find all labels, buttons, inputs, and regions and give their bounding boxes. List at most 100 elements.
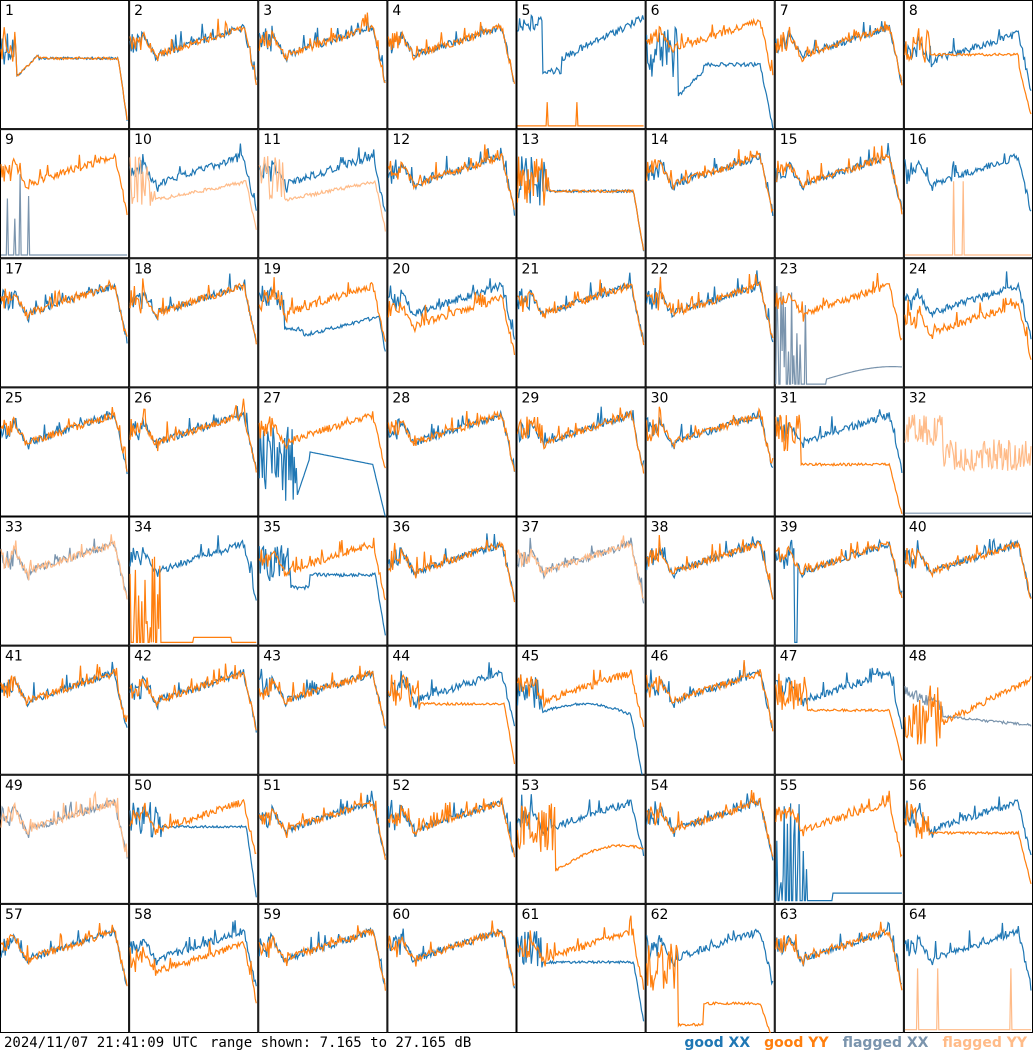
panel-frame (0, 774, 130, 904)
yy-spectrum-line (0, 407, 128, 472)
panel-frame (774, 129, 904, 259)
yy-spectrum-line (387, 674, 516, 765)
yy-spectrum-line (258, 411, 386, 469)
yy-spectrum-line (775, 921, 903, 991)
panel: 10 (129, 129, 259, 259)
panel-label: 10 (134, 132, 152, 148)
panel-label: 17 (5, 261, 23, 277)
panel-label: 16 (909, 132, 927, 148)
panel-label: 6 (651, 3, 660, 19)
panel-label: 55 (780, 778, 798, 794)
panel-frame (0, 903, 130, 1033)
panel-frame (516, 129, 646, 259)
xx-spectrum-line (129, 143, 257, 211)
yy-spectrum-line (129, 156, 257, 230)
xx-spectrum-line (775, 409, 903, 473)
yy-spectrum-line (129, 556, 257, 644)
panel-label: 46 (651, 649, 669, 665)
panel-label: 1 (5, 3, 14, 19)
yy-spectrum-line (0, 534, 128, 600)
panel: 40 (903, 516, 1033, 646)
panel-label: 63 (780, 907, 798, 923)
panel-frame (516, 645, 646, 775)
panel: 58 (129, 903, 259, 1033)
panel: 30 (645, 387, 775, 517)
panel-frame (516, 903, 646, 1033)
panel-frame (0, 645, 130, 775)
panel-frame (0, 0, 130, 130)
panel-frame (129, 387, 259, 517)
panel-label: 22 (651, 261, 669, 277)
panel: 53 (516, 774, 646, 904)
panel-label: 15 (780, 132, 798, 148)
panel-label: 27 (263, 390, 281, 406)
panel: 20 (387, 258, 517, 388)
panel-label: 28 (392, 390, 410, 406)
panel-frame (516, 0, 646, 130)
yy-spectrum-line (517, 279, 645, 346)
panel-label: 38 (651, 520, 669, 536)
panel: 9 (0, 129, 130, 259)
yy-spectrum-line (646, 406, 774, 464)
panel: 13 (516, 129, 646, 259)
panel: 25 (0, 387, 130, 517)
panel: 8 (903, 0, 1033, 130)
panel-frame (258, 258, 388, 388)
yy-spectrum-line (775, 540, 903, 599)
yy-spectrum-line (258, 156, 386, 232)
yy-spectrum-line (904, 28, 1032, 115)
yy-spectrum-line (258, 925, 386, 991)
xx-spectrum-line (1, 174, 128, 256)
panel: 21 (516, 258, 646, 388)
panel: 52 (387, 774, 517, 904)
xx-spectrum-line (904, 686, 1032, 727)
xx-spectrum-line (258, 426, 386, 518)
panel-frame (774, 774, 904, 904)
panel-label: 8 (909, 3, 918, 19)
panel: 60 (387, 903, 517, 1033)
panel: 43 (258, 645, 388, 775)
panel-label: 51 (263, 778, 281, 794)
panel-label: 37 (522, 520, 540, 536)
panel-label: 12 (392, 132, 410, 148)
yy-spectrum-line (904, 968, 1031, 1031)
panel-label: 47 (780, 649, 798, 665)
panel-frame (903, 774, 1033, 904)
yy-spectrum-line (904, 297, 1032, 360)
panel: 26 (129, 387, 259, 517)
panel: 29 (516, 387, 646, 517)
yy-spectrum-line (646, 943, 771, 1033)
timestamp: 2024/11/07 21:41:09 UTC (4, 1035, 198, 1051)
xx-spectrum-line (129, 920, 257, 987)
panel-label: 33 (5, 520, 23, 536)
panel-label: 44 (392, 649, 410, 665)
panel-label: 30 (651, 390, 669, 406)
panel-frame (387, 645, 517, 775)
panel: 27 (258, 387, 388, 518)
panel: 23 (774, 258, 904, 388)
yy-spectrum-line (0, 664, 128, 723)
panel-frame (516, 387, 646, 517)
xx-spectrum-line (258, 790, 386, 856)
panel: 15 (774, 129, 904, 259)
panel-label: 54 (651, 778, 669, 794)
yy-spectrum-line (904, 414, 1032, 473)
panel-label: 48 (909, 649, 927, 665)
xx-spectrum-line (516, 931, 645, 1022)
panel: 2 (129, 0, 259, 130)
yy-spectrum-line (129, 398, 257, 473)
panel-label: 56 (909, 778, 927, 794)
panel-label: 18 (134, 261, 152, 277)
panel: 16 (903, 129, 1033, 259)
panel: 57 (0, 903, 130, 1033)
panel-frame (129, 0, 259, 130)
panel-label: 64 (909, 907, 927, 923)
legend-good-yy: good YY (764, 1035, 829, 1051)
yy-spectrum-line (646, 149, 774, 214)
panel: 54 (645, 774, 775, 904)
panel-frame (645, 258, 775, 388)
yy-spectrum-line (646, 17, 774, 76)
xx-spectrum-line (775, 286, 902, 385)
legend-flagged-xx: flagged XX (842, 1035, 929, 1051)
panel-label: 52 (392, 778, 410, 794)
